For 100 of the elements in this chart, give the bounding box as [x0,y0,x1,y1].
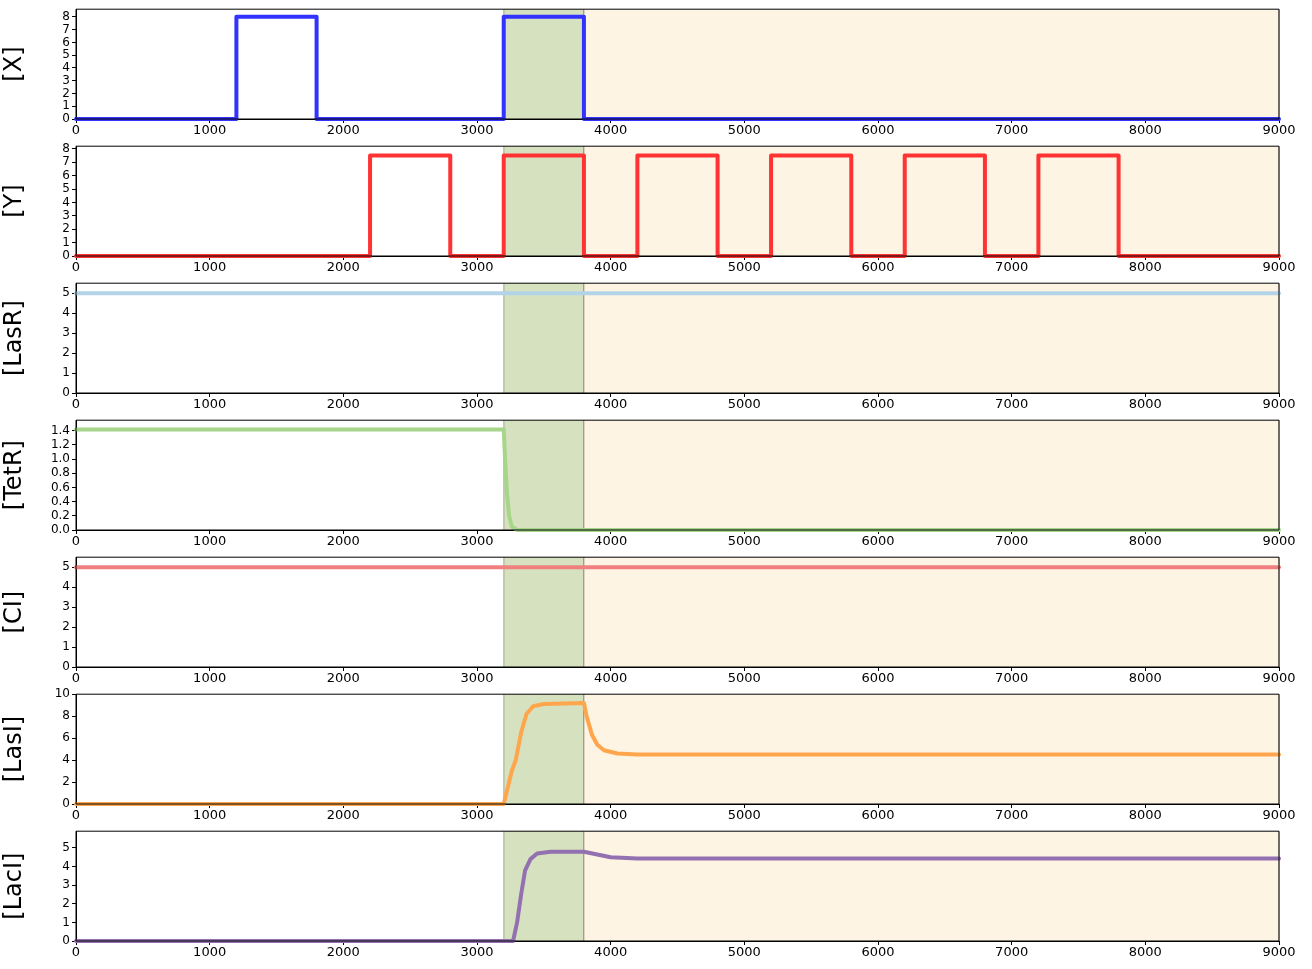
y-tick-label: 3 [62,72,70,87]
y-tick-label: 4 [62,60,70,75]
y-tick-label: 0 [62,385,70,400]
y-tick-label: 0.6 [50,479,70,494]
y-tick-label: 8 [62,708,70,723]
y-axis-title: [TetR] [0,440,27,511]
x-tick-label: 6000 [861,944,895,960]
x-tick-label: 3000 [460,259,494,275]
y-tick-label: 8 [62,141,70,155]
x-tick-label: 9000 [1262,670,1296,686]
x-tick-label: 4000 [594,533,628,549]
x-tick-label: 5000 [727,533,761,549]
x-tick-label: 6000 [861,807,895,823]
x-tick-label: 1000 [193,670,227,686]
y-tick-label: 4 [62,579,70,594]
y-tick-label: 0 [62,659,70,674]
x-tick-label: 6000 [861,533,895,549]
x-tick-label: 8000 [1128,259,1162,275]
x-tick-label: 2000 [326,122,360,138]
x-tick-label: 5000 [727,944,761,960]
x-tick-label: 9000 [1262,396,1296,412]
x-tick-label: 1000 [193,944,227,960]
x-tick-label: 4000 [594,670,628,686]
x-tick-label: 8000 [1128,122,1162,138]
x-tick-label: 2000 [326,670,360,686]
y-tick-label: 5 [62,285,70,300]
y-tick-label: 0 [62,111,70,126]
y-tick-label: 2 [62,774,70,789]
y-tick-label: 6 [62,730,70,745]
y-tick-label: 1 [62,234,70,249]
x-tick-label: 5000 [727,807,761,823]
x-tick-label: 9000 [1262,944,1296,960]
x-tick-label: 4000 [594,122,628,138]
y-tick-label: 0 [62,933,70,948]
x-tick-label: 3000 [460,396,494,412]
x-tick-label: 3000 [460,670,494,686]
y-tick-label: 1 [62,914,70,929]
x-tick-label: 8000 [1128,396,1162,412]
x-tick-label: 7000 [995,944,1029,960]
x-tick-label: 7000 [995,259,1029,275]
y-tick-label: 6 [62,34,70,49]
x-tick-label: 1000 [193,122,227,138]
x-tick-label: 4000 [594,807,628,823]
y-tick-label: 1.0 [50,451,70,466]
x-tick-label: 6000 [861,259,895,275]
y-tick-label: 8 [62,8,70,23]
y-tick-label: 4 [62,752,70,767]
y-tick-label: 1 [62,639,70,654]
x-tick-label: 3000 [460,944,494,960]
y-tick-label: 0 [62,248,70,263]
y-tick-label: 4 [62,305,70,320]
x-tick-label: 7000 [995,670,1029,686]
x-tick-label: 7000 [995,533,1029,549]
y-axis-title: [LacI] [0,852,27,920]
y-tick-label: 2 [62,619,70,634]
y-tick-label: 5 [62,47,70,62]
x-tick-label: 1000 [193,396,227,412]
x-tick-label: 2000 [326,396,360,412]
y-tick-label: 3 [62,599,70,614]
x-tick-label: 4000 [594,396,628,412]
y-axis-title: [LasI] [0,715,27,783]
y-tick-label: 6 [62,167,70,182]
y-tick-label: 2 [62,85,70,100]
x-tick-label: 8000 [1128,807,1162,823]
x-tick-label: 1000 [193,259,227,275]
y-tick-label: 0.8 [50,465,70,480]
y-tick-label: 5 [62,181,70,196]
y-axis-title: [CI] [0,590,27,634]
y-tick-label: 10 [54,686,70,701]
x-tick-label: 6000 [861,670,895,686]
y-axis-title: [LasR] [0,300,27,377]
y-tick-label: 7 [62,21,70,36]
y-tick-label: 1.4 [50,422,70,437]
x-tick-label: 8000 [1128,944,1162,960]
y-tick-label: 0.4 [50,493,70,508]
y-axis-title: [Y] [0,184,27,218]
x-tick-label: 9000 [1262,259,1296,275]
y-tick-label: 4 [62,858,70,873]
x-tick-label: 9000 [1262,122,1296,138]
y-tick-label: 0 [62,796,70,811]
y-tick-label: 1.2 [50,437,70,452]
x-tick-label: 1000 [193,533,227,549]
x-tick-label: 2000 [326,807,360,823]
y-tick-label: 0.0 [50,522,70,537]
x-tick-label: 3000 [460,533,494,549]
x-tick-label: 5000 [727,122,761,138]
x-tick-label: 7000 [995,396,1029,412]
x-tick-label: 3000 [460,122,494,138]
x-tick-label: 3000 [460,807,494,823]
y-tick-label: 3 [62,877,70,892]
y-tick-label: 3 [62,325,70,340]
y-tick-label: 4 [62,194,70,209]
y-axis-title: [X] [0,46,27,82]
x-tick-label: 4000 [594,259,628,275]
x-tick-label: 1000 [193,807,227,823]
x-tick-label: 9000 [1262,533,1296,549]
y-tick-label: 3 [62,207,70,222]
x-tick-label: 5000 [727,259,761,275]
x-tick-label: 8000 [1128,670,1162,686]
y-tick-label: 0.2 [50,507,70,522]
